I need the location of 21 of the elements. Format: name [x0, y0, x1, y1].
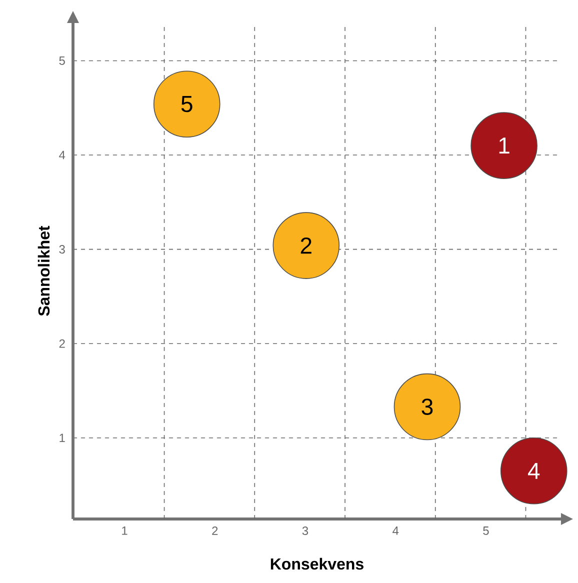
x-tick-label: 3	[302, 526, 308, 536]
y-tick-label: 4	[59, 150, 66, 160]
x-tick-label: 5	[483, 526, 489, 535]
point	[153, 70, 220, 138]
y-tick-label: 1	[60, 434, 65, 442]
x-tick-label: 1	[122, 526, 128, 535]
annotation: 5	[181, 96, 192, 112]
point	[470, 112, 538, 179]
annotation: 3	[422, 398, 433, 415]
point	[394, 373, 461, 440]
y-tick-label: 5	[59, 56, 65, 65]
y-tick-label: 2	[59, 339, 65, 348]
y-axis-title: Sannolikhet	[38, 226, 50, 316]
y-tick-label: 3	[59, 245, 65, 254]
x-tick-label: 4	[392, 526, 399, 535]
point	[272, 212, 340, 279]
annotation: 2	[300, 238, 312, 254]
x-tick-label: 2	[212, 526, 218, 535]
x-axis-title: Konsekvens	[270, 558, 364, 570]
annotation: 1	[499, 138, 510, 154]
annotation: 4	[528, 462, 540, 479]
